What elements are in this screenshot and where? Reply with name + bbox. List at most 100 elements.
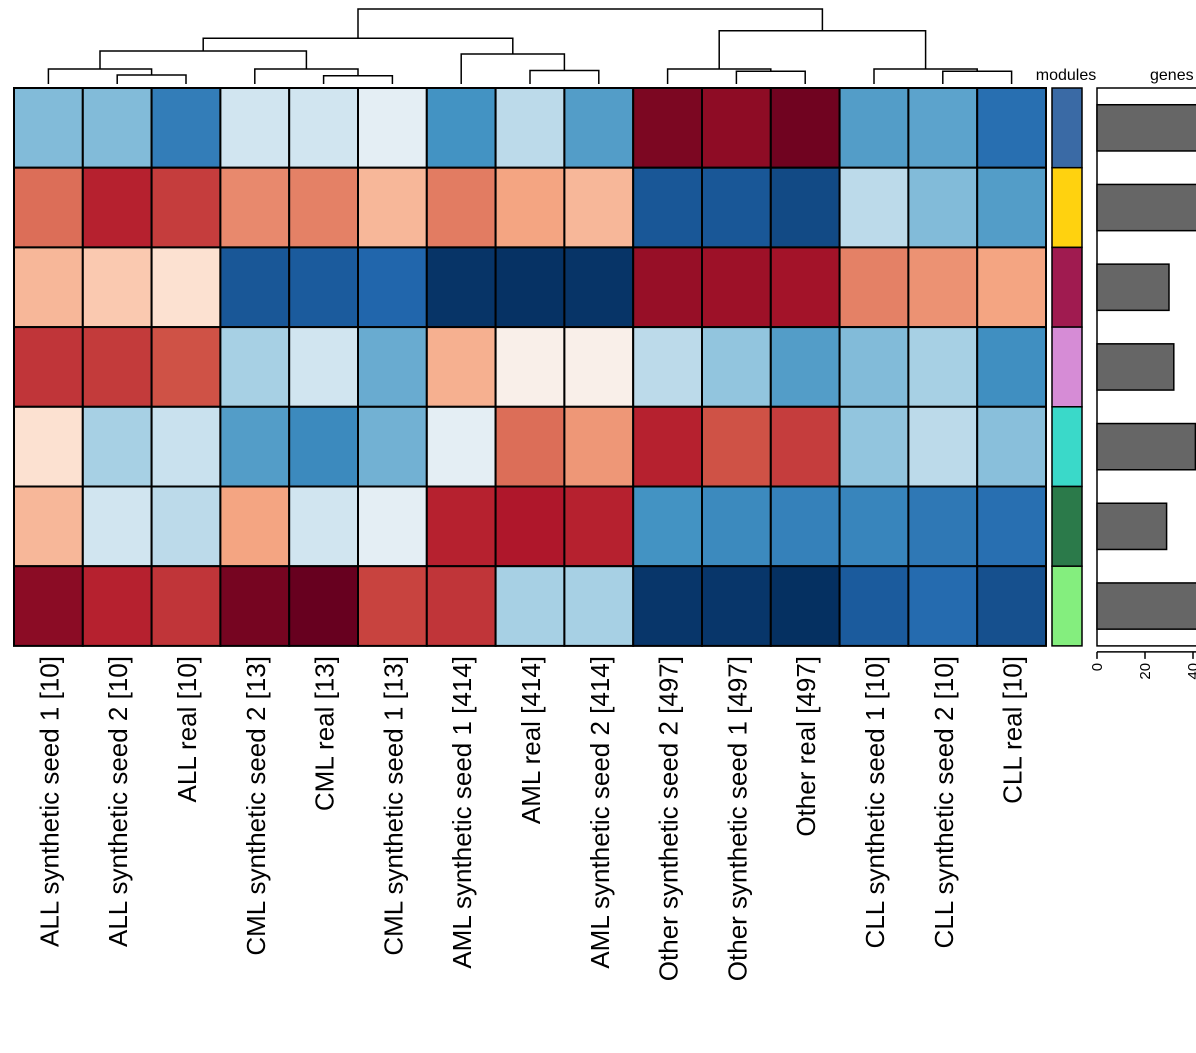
heatmap-cell (81, 326, 153, 408)
heatmap-cell (838, 405, 910, 488)
heatmap-cell (769, 485, 841, 568)
heatmap-cell (425, 246, 497, 329)
column-label: CLL real [10] (998, 656, 1028, 804)
heatmap-cell (769, 87, 841, 169)
heatmap-cell (907, 405, 979, 488)
column-label: ALL synthetic seed 1 [10] (34, 656, 64, 947)
heatmap-cell (838, 246, 910, 329)
heatmap-cell (219, 565, 291, 647)
module-swatch (1051, 565, 1083, 647)
heatmap-cell (494, 405, 566, 488)
heatmap-cell (769, 326, 841, 408)
heatmap-cell (976, 166, 1048, 249)
dendrogram-branch (47, 68, 153, 84)
heatmap-cell (357, 87, 428, 169)
heatmap-cell (907, 246, 979, 329)
column-label: CML synthetic seed 2 [13] (241, 656, 271, 956)
heatmap-cell (563, 565, 635, 647)
column-label: CLL synthetic seed 1 [10] (860, 656, 890, 948)
dendrogram-branch (718, 30, 927, 69)
heatmap-cell (701, 87, 772, 169)
gene-count-bar (1096, 183, 1196, 232)
heatmap-cell (219, 166, 291, 249)
heatmap-cell (632, 326, 704, 408)
heatmap-cell (150, 565, 222, 647)
dendrogram-branch (357, 8, 824, 39)
heatmap-cell (701, 246, 772, 329)
column-dendrogram (47, 8, 1013, 84)
heatmap-cell (976, 485, 1048, 568)
heatmap-cell (13, 166, 84, 249)
heatmap-cell (13, 326, 84, 408)
heatmap-cell (701, 405, 772, 488)
gene-count-bar (1096, 422, 1196, 471)
heatmap-cell (494, 565, 566, 647)
heatmap-cell (838, 485, 910, 568)
heatmap-cell (701, 166, 772, 249)
heatmap-cell (976, 246, 1048, 329)
axis-tick-label: 40 (1185, 663, 1196, 680)
heatmap-cell (838, 166, 910, 249)
dendrogram-branch (942, 70, 1013, 84)
heatmap-cell (494, 87, 566, 169)
module-swatch (1051, 326, 1083, 408)
heatmap-cell (13, 565, 84, 647)
heatmap-cell (150, 87, 222, 169)
heatmap-cell (81, 565, 153, 647)
heatmap-cell (494, 166, 566, 249)
heatmap-cell (288, 405, 360, 488)
heatmap-cell (150, 326, 222, 408)
heatmap-cell (976, 326, 1048, 408)
heatmap-cell (907, 166, 979, 249)
heatmap-cell (219, 246, 291, 329)
heatmap-cell (425, 565, 497, 647)
heatmap-cell (494, 326, 566, 408)
heatmap-cell (219, 405, 291, 488)
heatmap-cell (632, 87, 704, 169)
heatmap-cell (563, 485, 635, 568)
axis-tick-label: 20 (1137, 663, 1154, 680)
heatmap-cell (632, 485, 704, 568)
column-label: ALL real [10] (172, 656, 202, 802)
heatmap-cell (150, 246, 222, 329)
dendrogram-branch (322, 75, 394, 84)
heatmap-cell (288, 87, 360, 169)
module-swatch (1051, 485, 1083, 567)
column-label: AML real [414] (516, 656, 546, 824)
dendrogram-branch (460, 53, 566, 84)
heatmap-cells (13, 87, 1048, 647)
heatmap-cell (632, 565, 704, 647)
heatmap-cell (288, 485, 360, 568)
heatmap-cell (769, 246, 841, 329)
barplot-axis: 0 20 40 (1089, 651, 1196, 680)
heatmap-cell (769, 166, 841, 249)
axis-tick-label: 0 (1089, 663, 1106, 671)
heatmap-cell (219, 326, 291, 408)
heatmap-cell (425, 166, 497, 249)
dendrogram-branch (529, 69, 600, 84)
dendrogram-branch (735, 70, 806, 84)
heatmap-cell (425, 87, 497, 169)
module-swatch (1051, 406, 1083, 488)
heatmap-cell (494, 246, 566, 329)
column-label: ALL synthetic seed 2 [10] (103, 656, 133, 947)
column-label: Other real [497] (791, 656, 821, 837)
column-label: Other synthetic seed 2 [497] (654, 656, 684, 981)
gene-count-bar (1096, 103, 1196, 152)
heatmap-cell (907, 485, 979, 568)
dendrogram-branch (116, 74, 187, 84)
heatmap-cell (357, 326, 428, 408)
heatmap-cell (81, 246, 153, 329)
heatmap-cell (425, 405, 497, 488)
heatmap-cell (976, 405, 1048, 488)
column-label: CML synthetic seed 1 [13] (378, 656, 408, 956)
dendrogram-branch (99, 50, 308, 69)
heatmap-cell (288, 246, 360, 329)
heatmap-cell (288, 326, 360, 408)
heatmap-cell (701, 485, 772, 568)
heatmap-cell (769, 565, 841, 647)
heatmap-cell (563, 246, 635, 329)
heatmap-cell (150, 405, 222, 488)
heatmap-cell (563, 166, 635, 249)
